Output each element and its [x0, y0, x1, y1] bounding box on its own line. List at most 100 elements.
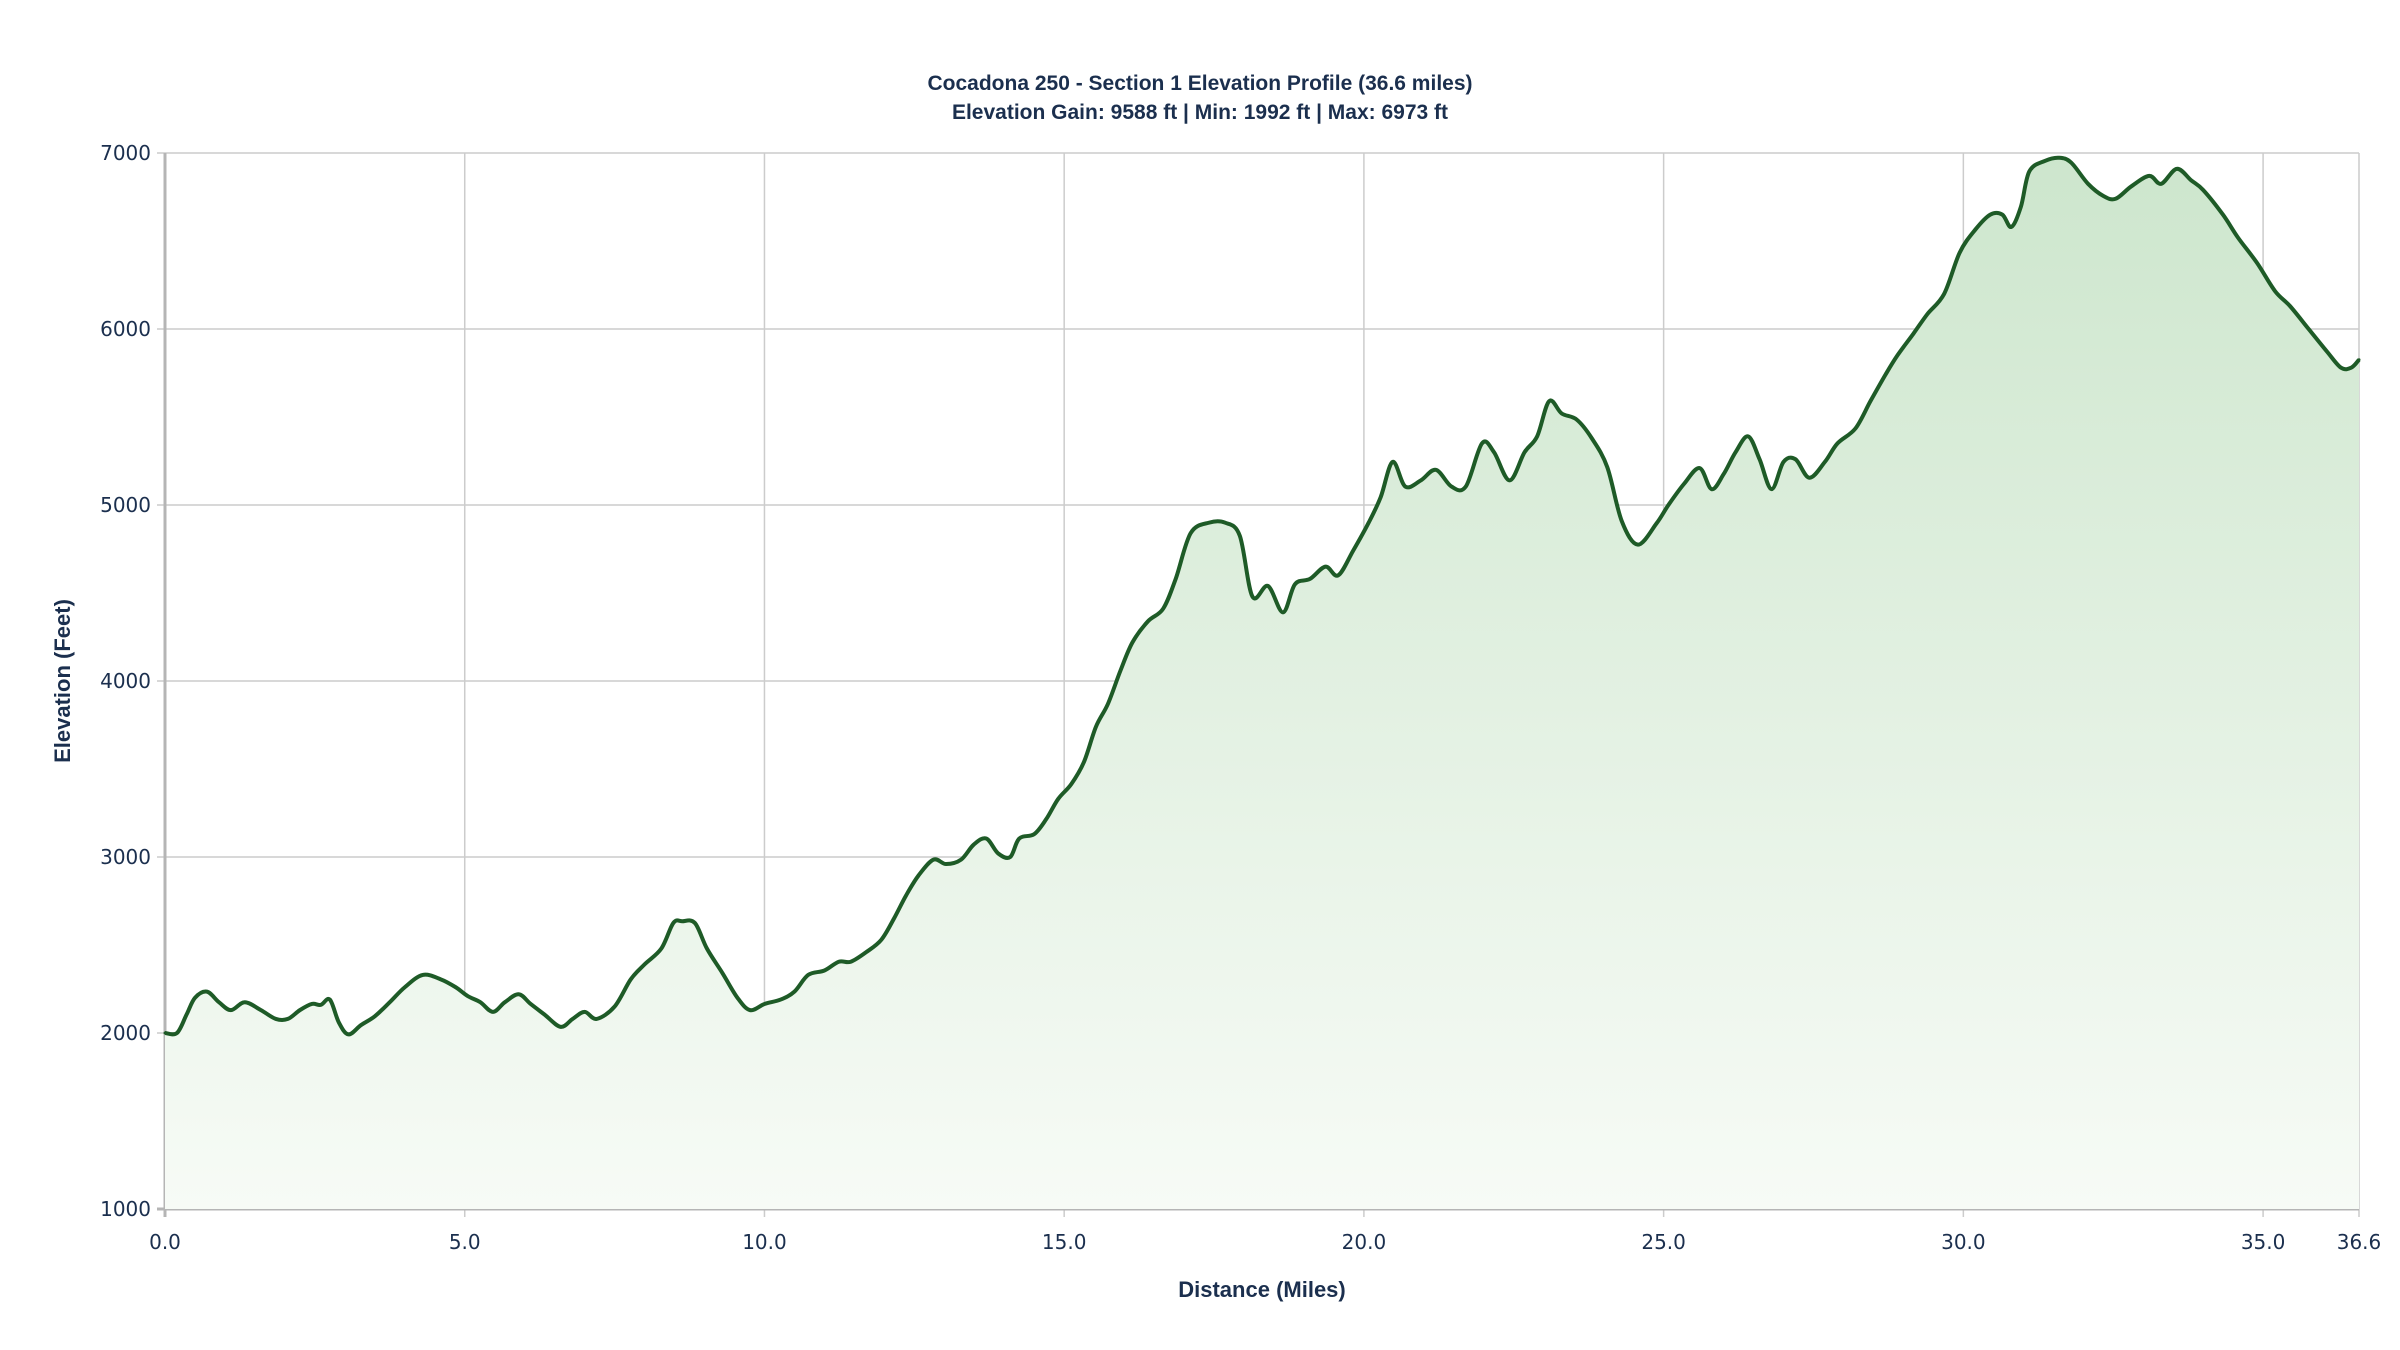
elevation-point [491, 1010, 495, 1014]
elevation-point [1508, 478, 1512, 482]
elevation-point [1535, 434, 1539, 438]
y-tick-label: 3000 [100, 845, 151, 869]
elevation-point [337, 1020, 341, 1024]
x-tick-label: 10.0 [742, 1230, 787, 1254]
elevation-point [1419, 478, 1423, 482]
chart-title: Cocadona 250 - Section 1 Elevation Profi… [927, 72, 1473, 95]
x-tick-label: 30.0 [1941, 1230, 1986, 1254]
elevation-point [779, 998, 783, 1002]
elevation-point [1698, 466, 1702, 470]
elevation-point [286, 1017, 290, 1021]
elevation-point [229, 1008, 233, 1012]
elevation-point [1547, 399, 1551, 403]
elevation-point [849, 960, 853, 964]
elevation-point [1868, 399, 1872, 403]
y-tick-label: 5000 [100, 493, 151, 517]
elevation-point [346, 1032, 350, 1036]
elevation-point [274, 1017, 278, 1021]
elevation-point [243, 1000, 247, 1004]
elevation-point [217, 1000, 221, 1004]
elevation-point [310, 1002, 314, 1006]
elevation-point [2102, 194, 2106, 198]
y-tick-label: 6000 [100, 317, 151, 341]
elevation-point [944, 862, 948, 866]
elevation-point [328, 998, 332, 1002]
elevation-point [403, 985, 407, 989]
elevation-point [2000, 213, 2004, 217]
elevation-point [1590, 436, 1594, 440]
elevation-point [1391, 460, 1395, 464]
elevation-point [1351, 549, 1355, 553]
elevation-point [517, 992, 521, 996]
elevation-point [454, 985, 458, 989]
elevation-point [595, 1017, 599, 1021]
elevation-point [1523, 450, 1527, 454]
elevation-point [1734, 450, 1738, 454]
elevation-point [1008, 855, 1012, 859]
elevation-point [1823, 460, 1827, 464]
elevation-point [2255, 261, 2259, 265]
x-tick-label: 36.6 [2337, 1230, 2382, 1254]
x-tick-label: 20.0 [1342, 1230, 1387, 1254]
elevation-point [1434, 468, 1438, 472]
elevation-point [1925, 312, 1929, 316]
elevation-point [2027, 169, 2031, 173]
elevation-point [2057, 156, 2061, 160]
x-tick-label: 25.0 [1641, 1230, 1686, 1254]
elevation-point [2273, 289, 2277, 293]
elevation-point [571, 1017, 575, 1021]
elevation-point [864, 950, 868, 954]
elevation-point [735, 996, 739, 1000]
elevation-point [1403, 485, 1407, 489]
elevation-point [1094, 725, 1098, 729]
elevation-point [1988, 213, 1992, 217]
elevation-point [2357, 358, 2361, 362]
elevation-point [1069, 782, 1073, 786]
elevation-point [529, 1002, 533, 1006]
elevation-point [439, 977, 443, 981]
elevation-point [2339, 366, 2343, 370]
elevation-point [693, 921, 697, 925]
elevation-point [984, 837, 988, 841]
elevation-point [748, 1008, 752, 1012]
elevation-point [1895, 353, 1899, 357]
elevation-point [1161, 607, 1165, 611]
elevation-point [762, 1002, 766, 1006]
elevation-point [643, 962, 647, 966]
elevation-point [917, 873, 921, 877]
elevation-point [1464, 485, 1468, 489]
elevation-point [613, 1005, 617, 1009]
elevation-point [1017, 837, 1021, 841]
elevation-point [680, 919, 684, 923]
elevation-point [1492, 450, 1496, 454]
elevation-point [1189, 531, 1193, 535]
elevation-point [1207, 521, 1211, 525]
elevation-point [1958, 250, 1962, 254]
elevation-point [1636, 543, 1640, 547]
y-tick-label: 7000 [100, 141, 151, 165]
elevation-point [904, 894, 908, 898]
x-axis-label: Distance (Miles) [1178, 1277, 1346, 1302]
elevation-point [1266, 584, 1270, 588]
elevation-point [1308, 577, 1312, 581]
elevation-point [1056, 797, 1060, 801]
elevation-point [1560, 411, 1564, 415]
elevation-point [559, 1025, 563, 1029]
elevation-point [892, 917, 896, 921]
elevation-point [542, 1013, 546, 1017]
elevation-point [1770, 487, 1774, 491]
elevation-point [466, 994, 470, 998]
elevation-point [879, 938, 883, 942]
elevation-point [2288, 304, 2292, 308]
elevation-point [972, 843, 976, 847]
elevation-point [1131, 640, 1135, 644]
elevation-point [1174, 577, 1178, 581]
elevation-point [1682, 482, 1686, 486]
elevation-point [1449, 485, 1453, 489]
elevation-point [205, 990, 209, 994]
elevation-point [671, 921, 675, 925]
elevation-point [1082, 760, 1086, 764]
elevation-point [421, 973, 425, 977]
elevation-point [1912, 331, 1916, 335]
elevation-point [503, 1000, 507, 1004]
